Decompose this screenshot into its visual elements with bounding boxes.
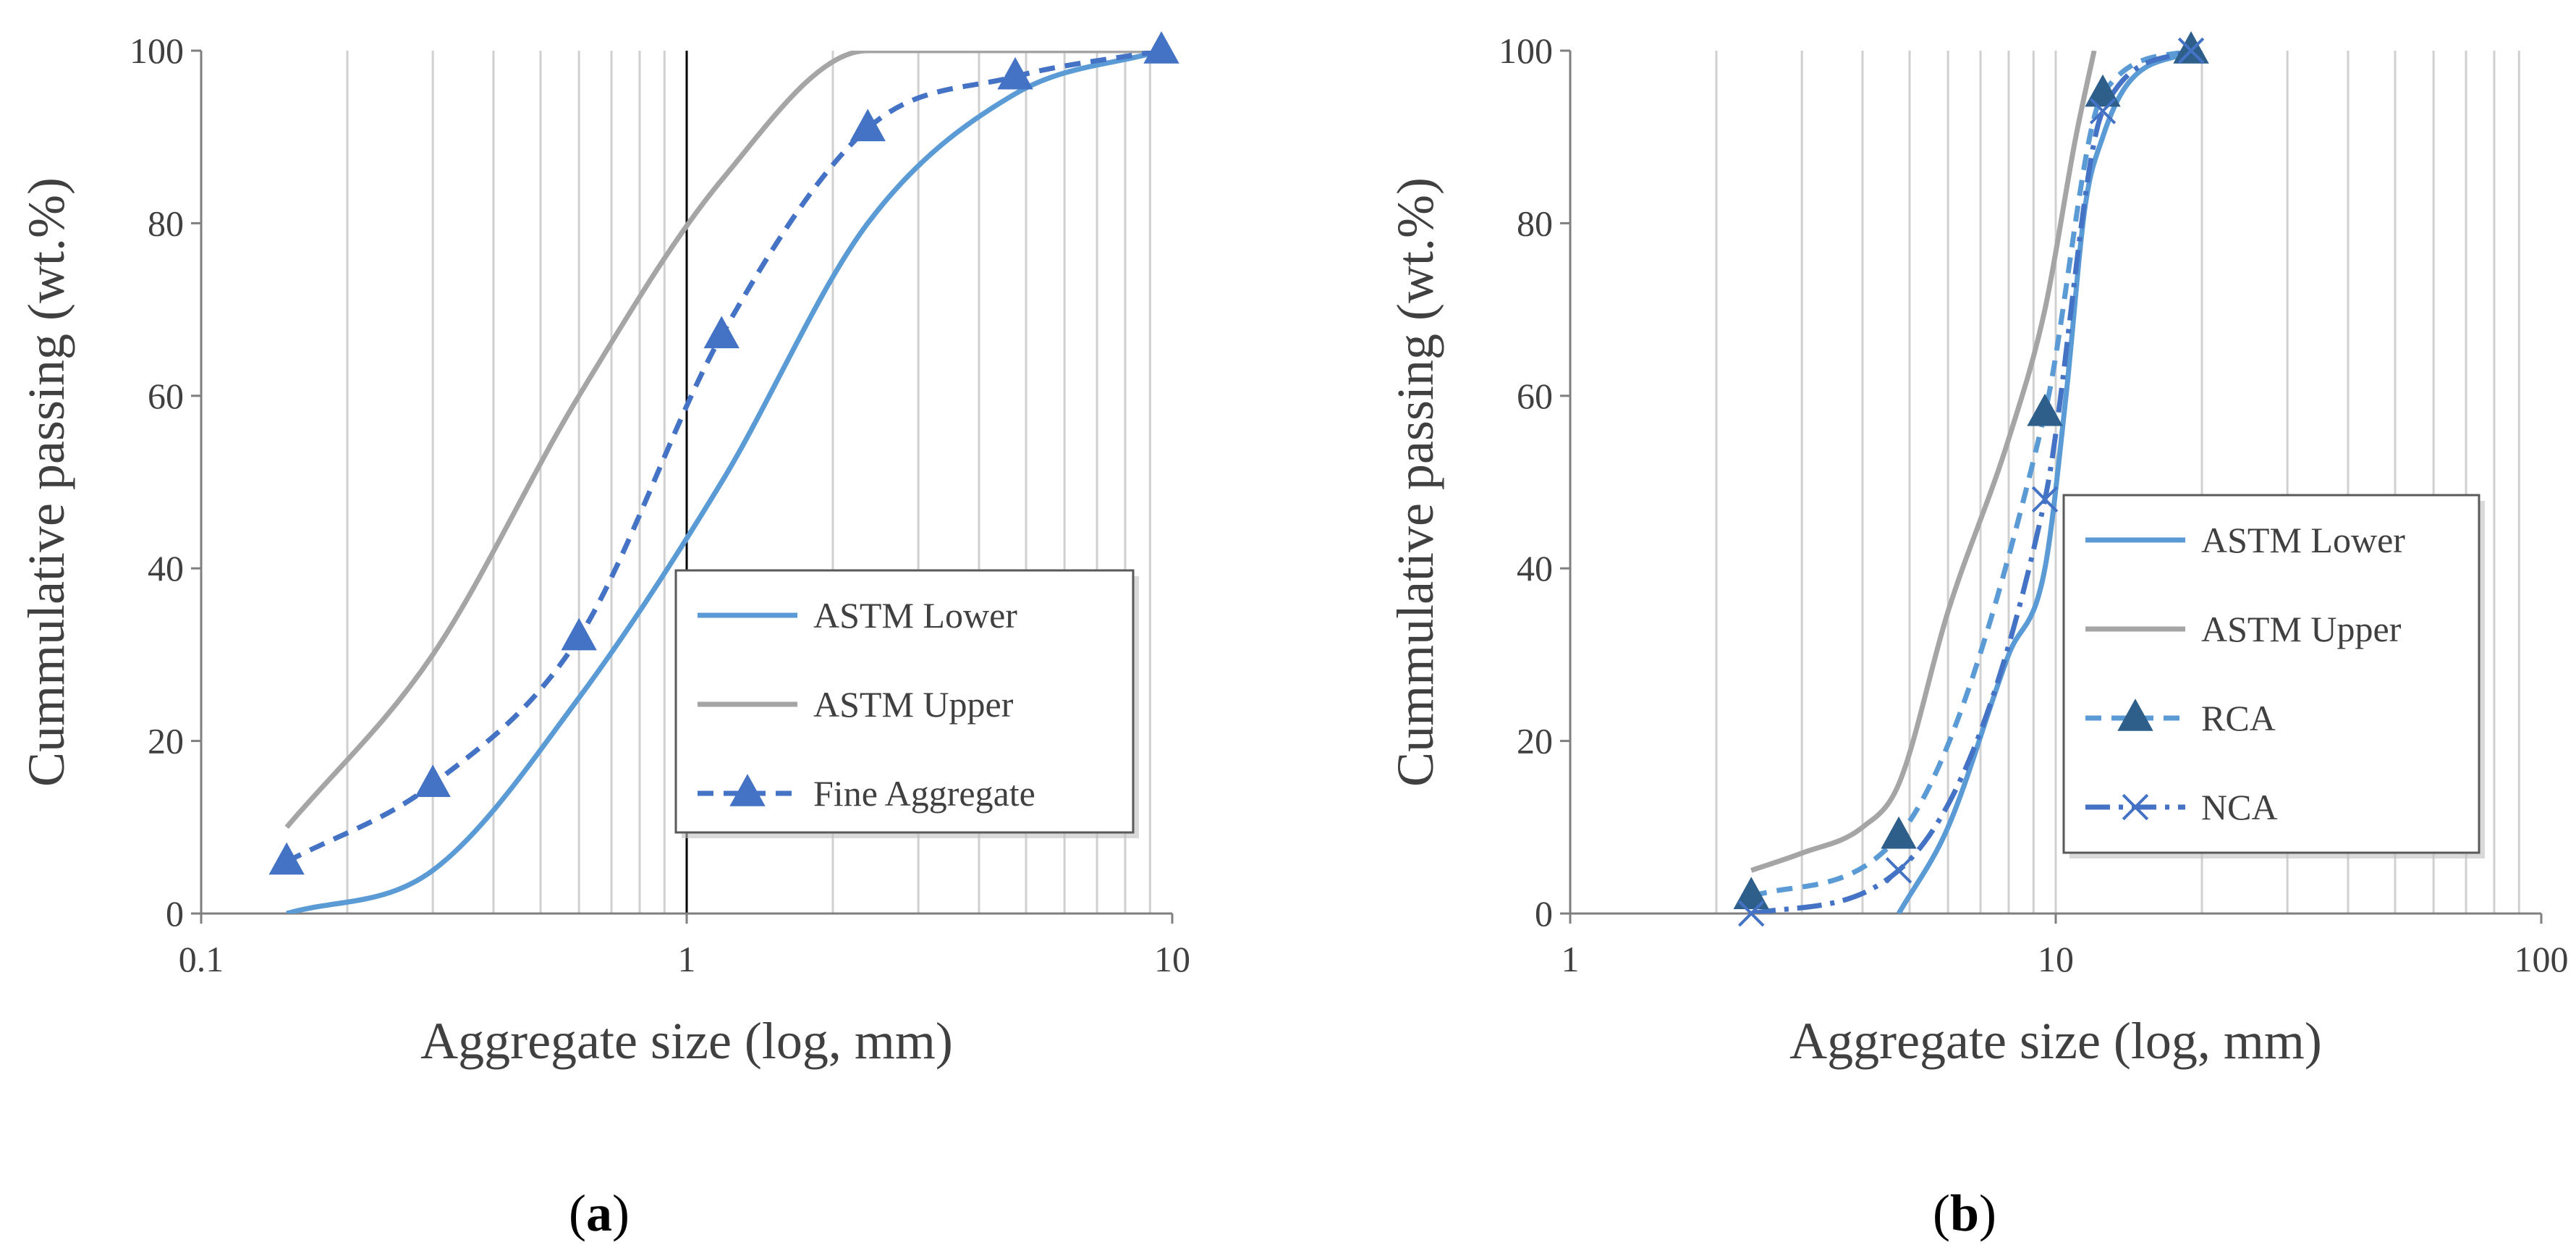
chart-panel-a: 0 20 40 60 80 100 0.1 1 10 Aggregate size (log, m… (17, 30, 1190, 1242)
series-line-fine-aggregate (285, 51, 1162, 864)
y-tick-label: 80 (1517, 203, 1553, 243)
x-tick-label: 100 (2514, 939, 2569, 979)
data-point-fine-aggregate (1143, 31, 1179, 64)
y-tick-label: 100 (1499, 30, 1553, 71)
data-point-rca (2085, 74, 2121, 107)
legend-box (2062, 494, 2480, 854)
y-axis-title: Cummulative passing (wt.%) (1386, 177, 1444, 787)
legend-label: RCA (2201, 698, 2276, 738)
series-line-astm-upper (284, 51, 1162, 830)
y-tick-label: 0 (166, 893, 184, 934)
legend-label: Fine Aggregate (813, 773, 1035, 814)
y-tick-label: 40 (1517, 548, 1553, 588)
x-axis-title: Aggregate size (log, mm) (1789, 1012, 2322, 1070)
legend: ASTM Lower ASTM Upper Fine Aggregate (674, 569, 1139, 838)
panel-label: (a) (569, 1184, 630, 1242)
legend-marker (729, 774, 766, 806)
panel-label-close: ) (1979, 1184, 1996, 1242)
series-line-astm-lower (286, 51, 1163, 914)
series-line-astm-lower (1897, 51, 2192, 914)
data-point-rca (2027, 393, 2063, 426)
y-tick-label: 60 (1517, 376, 1553, 416)
legend-label: ASTM Lower (2201, 520, 2405, 560)
data-point-fine-aggregate (703, 316, 740, 349)
x-axis-title: Aggregate size (log, mm) (420, 1012, 953, 1070)
series-group (284, 51, 1163, 914)
x-tick-label: 1 (1562, 939, 1580, 979)
data-point-rca (1733, 877, 1769, 909)
data-point-fine-aggregate (268, 842, 305, 875)
series-line-astm-upper (1750, 51, 2097, 873)
data-point-rca (1881, 816, 1917, 849)
data-point-fine-aggregate (997, 56, 1033, 90)
legend-label: ASTM Upper (2201, 609, 2402, 649)
x-tick-label: 1 (678, 939, 696, 979)
x-tick-label: 10 (1154, 939, 1190, 979)
panel-label-close: ) (612, 1184, 630, 1242)
y-tick-label: 0 (1535, 893, 1553, 934)
y-tick-label: 80 (148, 203, 184, 243)
legend-marker (2122, 793, 2149, 821)
y-tick-label: 60 (148, 376, 184, 416)
x-gridlines (1715, 51, 2520, 914)
x-tick-label: 10 (2038, 939, 2074, 979)
marker-group (268, 31, 1179, 875)
data-point-rca (2173, 31, 2209, 64)
panel-label-letter: b (1950, 1184, 1979, 1242)
data-point-nca (2177, 37, 2205, 64)
y-tick-label: 20 (1517, 721, 1553, 761)
panel-label-letter: a (586, 1184, 612, 1242)
data-point-nca (1738, 900, 1765, 927)
data-point-fine-aggregate (561, 617, 597, 651)
y-tick-label: 20 (148, 721, 184, 761)
data-point-fine-aggregate (850, 109, 886, 142)
panel-label-open: ( (569, 1184, 586, 1242)
legend: ASTM Lower ASTM Upper RCA NCA (2062, 494, 2485, 858)
panel-label-open: ( (1933, 1184, 1950, 1242)
panel-label: (b) (1933, 1184, 1996, 1242)
marker-group (1733, 31, 2209, 927)
legend-label: NCA (2201, 787, 2278, 827)
chart-panel-b: 0 20 40 60 80 100 1 10 100 Aggregate size (log, m… (1386, 30, 2569, 1242)
data-point-fine-aggregate (415, 764, 451, 797)
y-axis-title: Cummulative passing (wt.%) (17, 177, 75, 787)
y-tick-label: 100 (130, 30, 184, 71)
data-point-nca (1885, 857, 1912, 884)
data-point-nca (2089, 98, 2117, 125)
y-tick-label: 40 (148, 548, 184, 588)
x-tick-label: 0.1 (179, 939, 224, 979)
legend-label: ASTM Upper (813, 684, 1014, 725)
legend-marker (2117, 699, 2153, 731)
legend-label: ASTM Lower (813, 595, 1017, 636)
data-point-nca (2031, 486, 2059, 513)
